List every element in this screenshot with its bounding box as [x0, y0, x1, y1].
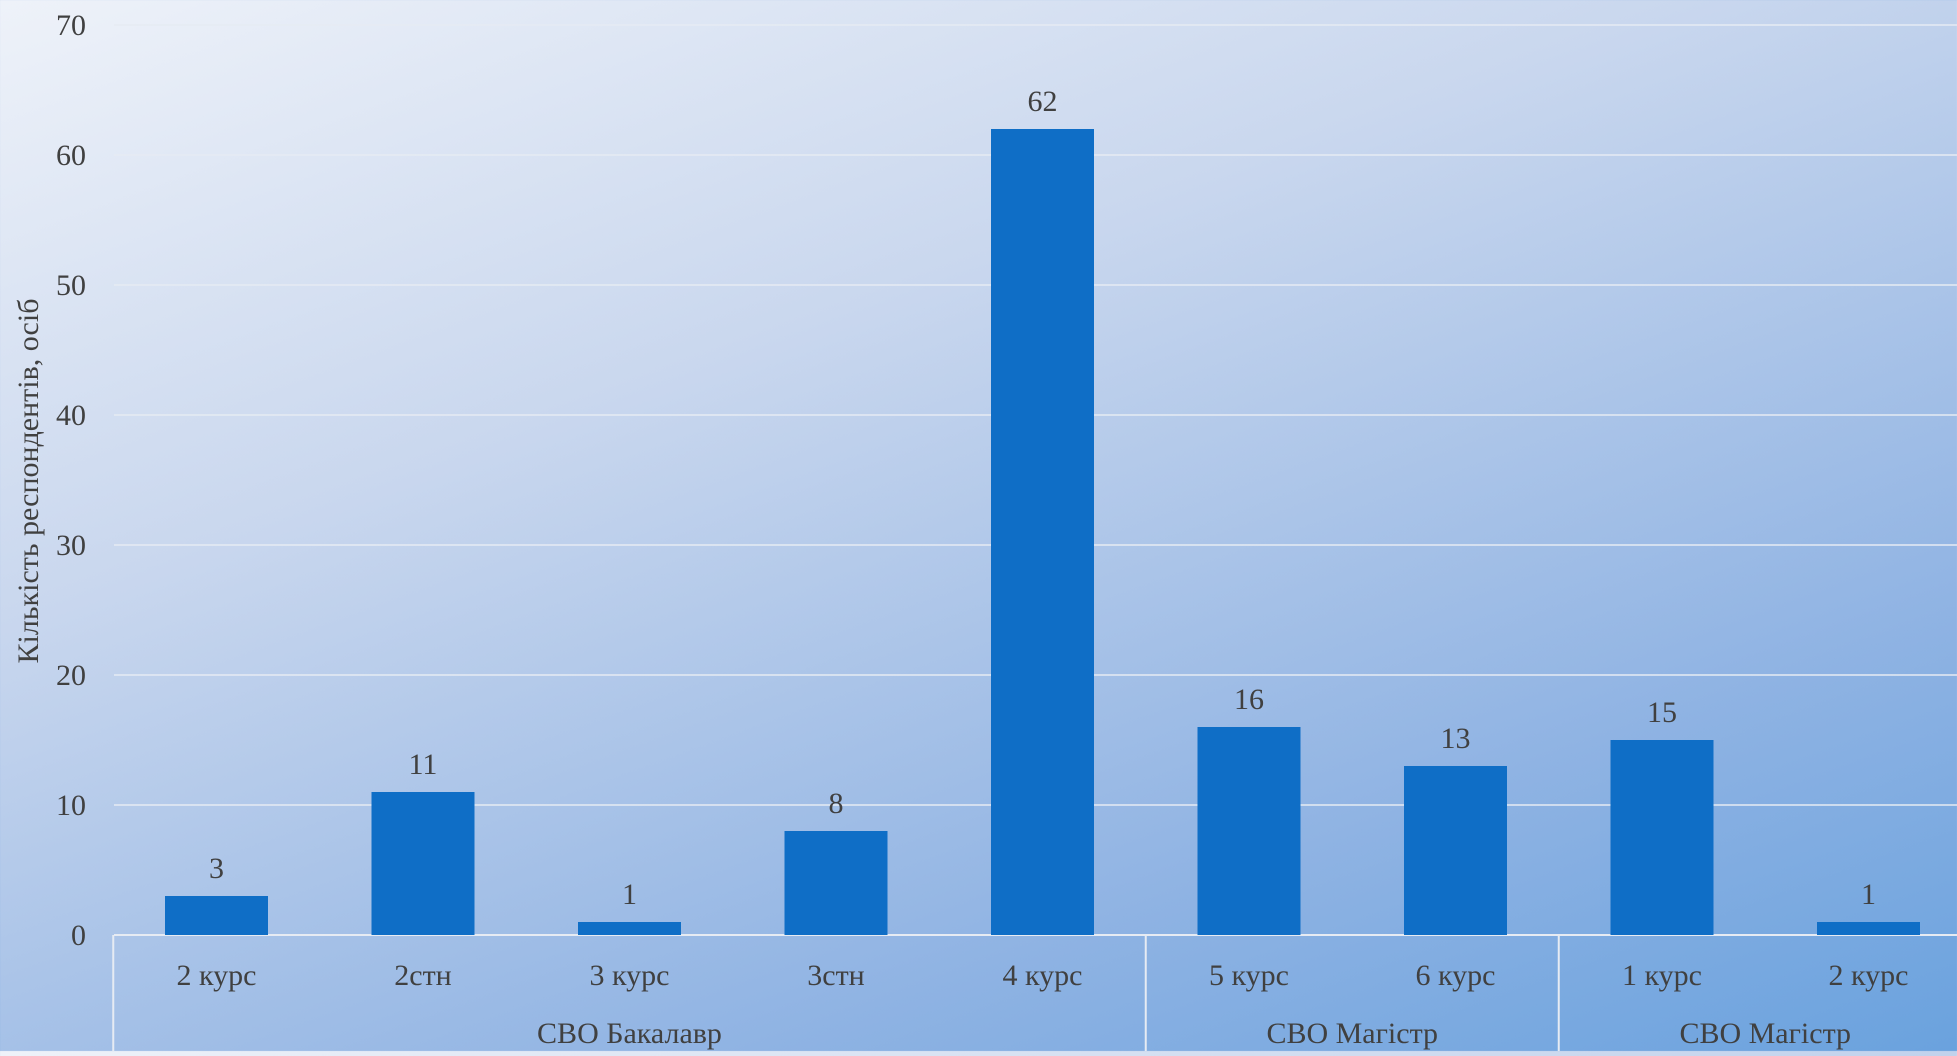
- x-category-label: 5 курс: [1209, 959, 1289, 992]
- y-tick-label: 10: [56, 789, 86, 822]
- bar: [578, 922, 681, 935]
- bar: [371, 792, 475, 935]
- data-label: 15: [1647, 696, 1677, 729]
- data-label: 62: [1028, 85, 1058, 118]
- data-label: 16: [1234, 683, 1264, 716]
- y-tick-label: 60: [56, 139, 86, 172]
- x-category-label: 2 курс: [177, 959, 257, 992]
- bar: [991, 129, 1094, 935]
- x-group-label: СВО Бакалавр: [537, 1017, 722, 1050]
- y-tick-label: 0: [71, 919, 86, 952]
- y-tick-label: 70: [56, 9, 86, 42]
- x-category-label: 3 курс: [590, 959, 670, 992]
- y-tick-label: 30: [56, 529, 86, 562]
- x-group-label: СВО Магістр: [1266, 1017, 1438, 1050]
- x-category-label: 3стн: [807, 959, 864, 992]
- bar: [1197, 727, 1301, 935]
- y-tick-label: 40: [56, 399, 86, 432]
- bar: [784, 831, 888, 935]
- data-label: 11: [409, 748, 438, 781]
- y-tick-label: 50: [56, 269, 86, 302]
- bar: [1817, 922, 1920, 935]
- bar: [1610, 740, 1714, 935]
- data-label: 8: [829, 787, 844, 820]
- x-category-label: 2 курс: [1829, 959, 1909, 992]
- x-group-label: СВО Магістр: [1679, 1017, 1851, 1050]
- data-label: 13: [1441, 722, 1471, 755]
- x-category-label: 2стн: [394, 959, 451, 992]
- x-category-label: 1 курс: [1622, 959, 1702, 992]
- x-category-label: 6 курс: [1416, 959, 1496, 992]
- data-label: 3: [209, 852, 224, 885]
- bar: [165, 896, 268, 935]
- y-tick-label: 20: [56, 659, 86, 692]
- x-category-label: 4 курс: [1003, 959, 1083, 992]
- data-label: 1: [622, 878, 637, 911]
- y-axis-title: Кількість респондентів, осіб: [12, 299, 45, 664]
- data-label: 1: [1861, 878, 1876, 911]
- bar: [1404, 766, 1507, 935]
